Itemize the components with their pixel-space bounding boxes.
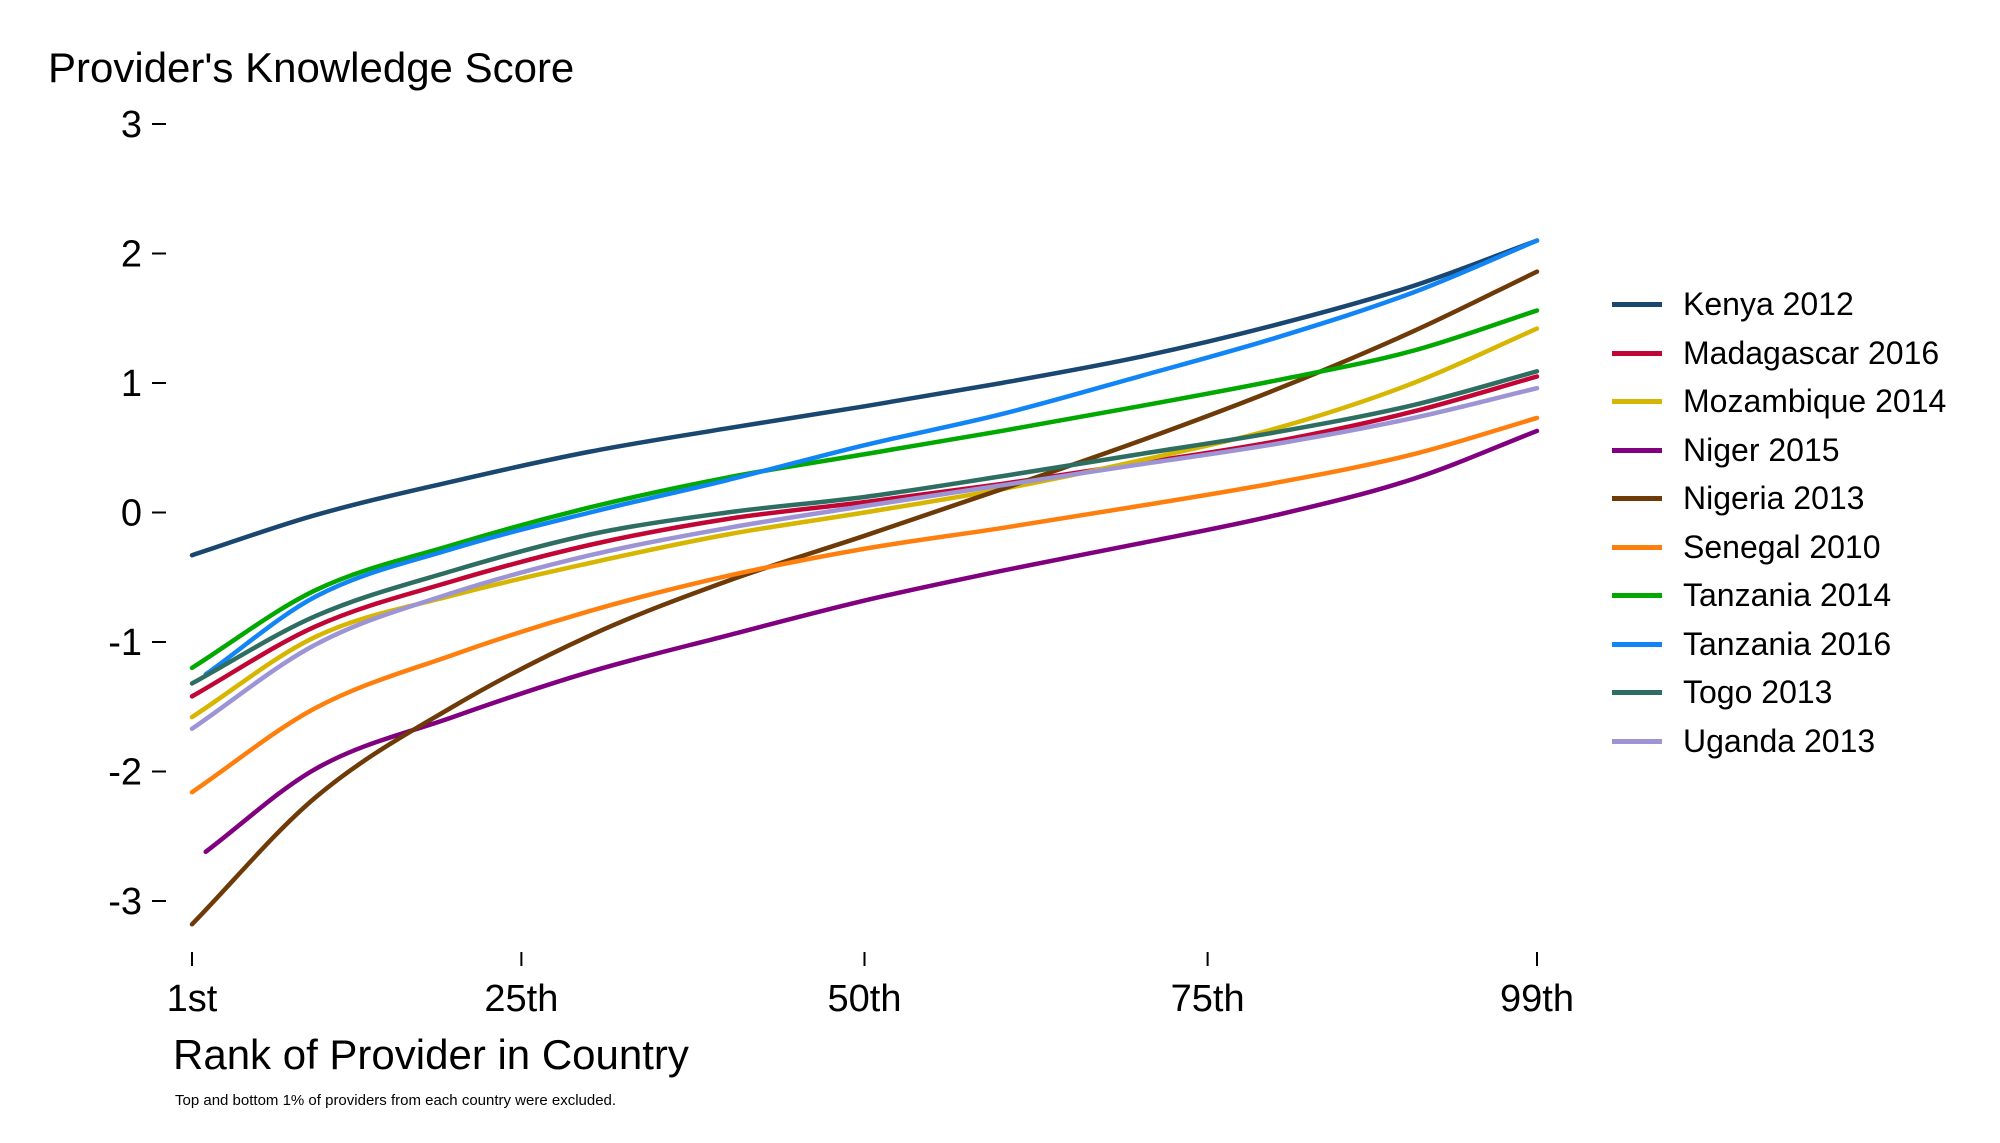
legend-swatch [1612, 447, 1662, 453]
series-line-senegal-2010 [189, 415, 1540, 795]
series-line-madagascar-2016 [189, 374, 1540, 699]
y-axis-title: Provider's Knowledge Score [48, 44, 575, 91]
legend-swatch [1612, 544, 1662, 550]
y-tick-label: 1 [121, 363, 142, 405]
x-tick-label: 25th [484, 978, 558, 1020]
chart-footnote: Top and bottom 1% of providers from each… [175, 1092, 617, 1109]
legend-swatch [1612, 496, 1662, 501]
y-tick-label: 0 [121, 493, 142, 535]
series-line-tanzania-2014 [189, 308, 1540, 671]
legend-label: Uganda 2013 [1683, 722, 1876, 759]
legend-label: Tanzania 2016 [1683, 625, 1892, 662]
legend-swatch [1612, 350, 1662, 356]
x-tick-label: 75th [1171, 978, 1245, 1020]
series-line-kenya-2012 [189, 238, 1540, 558]
y-tick-label: -3 [108, 881, 142, 923]
legend-swatch [1612, 641, 1662, 647]
legend-item: Tanzania 2014 [1612, 575, 1972, 615]
legend-item: Tanzania 2016 [1612, 624, 1972, 664]
series-line-mozambique-2014 [189, 326, 1540, 720]
legend-label: Nigeria 2013 [1683, 480, 1865, 516]
legend-swatch [1612, 399, 1662, 404]
legend-item: Mozambique 2014 [1612, 381, 1972, 421]
series-lines [189, 238, 1540, 927]
legend-label: Togo 2013 [1683, 674, 1833, 710]
x-tick-label: 1st [167, 978, 218, 1020]
series-line-togo-2013 [189, 369, 1540, 686]
legend-item: Uganda 2013 [1612, 721, 1972, 761]
legend-label: Madagascar 2016 [1683, 334, 1940, 371]
x-tick-label: 99th [1500, 978, 1574, 1020]
legend-item: Nigeria 2013 [1612, 478, 1972, 518]
legend-label: Niger 2015 [1683, 431, 1840, 468]
y-tick-label: -2 [108, 752, 142, 794]
legend-label: Kenya 2012 [1683, 286, 1854, 322]
legend-label: Tanzania 2014 [1683, 577, 1892, 613]
y-tick-label: -1 [108, 622, 142, 664]
legend-item: Senegal 2010 [1612, 527, 1972, 567]
y-axis: 3 2 1 0 -1 -2 -3 [108, 104, 166, 923]
legend-swatch [1612, 738, 1662, 744]
legend-label: Mozambique 2014 [1683, 383, 1947, 419]
y-tick-label: 3 [121, 104, 142, 146]
legend-item: Niger 2015 [1612, 430, 1972, 470]
legend-swatch [1612, 302, 1662, 307]
legend-item: Madagascar 2016 [1612, 333, 1972, 373]
x-axis: 1st 25th 50th 75th 99th [167, 952, 1574, 1020]
x-axis-title: Rank of Provider in Country [173, 1031, 689, 1078]
series-line-nigeria-2013 [189, 269, 1540, 927]
legend-item: Togo 2013 [1612, 672, 1972, 712]
legend-label: Senegal 2010 [1683, 528, 1881, 565]
x-tick-label: 50th [828, 978, 902, 1020]
series-line-tanzania-2016 [203, 238, 1540, 677]
y-tick-label: 2 [121, 234, 142, 276]
legend-swatch [1612, 690, 1662, 695]
legend-item: Kenya 2012 [1612, 284, 1972, 324]
series-line-uganda-2013 [189, 385, 1540, 732]
legend-swatch [1612, 593, 1662, 598]
